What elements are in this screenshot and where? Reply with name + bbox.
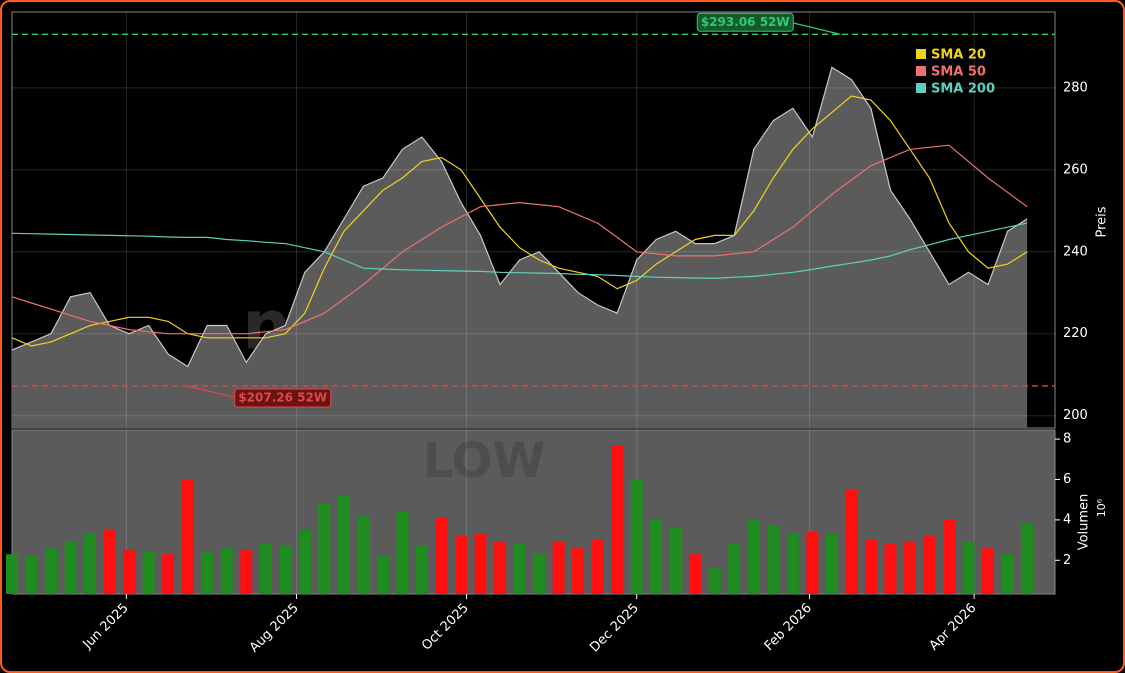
volume-bar <box>376 556 389 594</box>
x-tick-label: Jun 2025 <box>80 601 132 653</box>
volume-bar <box>1001 554 1014 594</box>
volume-bar <box>396 511 409 594</box>
volume-bar <box>494 542 507 594</box>
volume-bar <box>181 479 194 594</box>
volume-bar <box>220 548 233 594</box>
x-tick-label: Apr 2026 <box>927 601 980 654</box>
sma-line <box>11 222 1028 280</box>
volume-bar <box>357 515 370 594</box>
volume-bar <box>884 544 897 594</box>
annotation-arrow <box>790 21 841 35</box>
y-tick-label: 280 <box>1063 80 1088 95</box>
volume-bar <box>64 542 77 594</box>
volume-bar <box>962 542 975 594</box>
volume-bar <box>142 552 155 594</box>
volume-bar <box>669 527 682 594</box>
volume-bar <box>259 544 272 594</box>
legend-label: SMA 200 <box>931 82 995 97</box>
volume-bar <box>1021 523 1034 594</box>
volume-bar <box>103 529 116 594</box>
volume-bar <box>474 534 487 594</box>
y-tick-label: 240 <box>1063 244 1088 259</box>
annotation-box <box>696 12 794 32</box>
legend-swatch <box>916 83 926 93</box>
volume-bar <box>982 548 995 594</box>
volume-bar <box>943 519 956 594</box>
volume-bar <box>415 546 428 594</box>
y-tick-label: 6 <box>1063 472 1071 487</box>
annotation-label: $293.06 52W <box>701 15 790 29</box>
y-tick-label: 8 <box>1063 432 1071 447</box>
volume-bar <box>650 519 663 594</box>
volume-bar <box>825 534 838 594</box>
volume-bar <box>298 529 311 594</box>
volume-bar <box>708 568 721 594</box>
volume-bar <box>84 534 97 594</box>
y-tick-label: 260 <box>1063 162 1088 177</box>
sma-line <box>11 95 1028 347</box>
volume-bar <box>591 540 604 594</box>
volume-bar <box>240 550 253 594</box>
volume-bar <box>513 544 526 594</box>
x-tick-label: Aug 2025 <box>247 601 302 656</box>
y-tick-label: 4 <box>1063 512 1071 527</box>
axis-label: Preis <box>1095 206 1110 237</box>
volume-bar <box>318 503 331 594</box>
offset-label: 10⁶ <box>1095 498 1108 517</box>
volume-bar <box>689 554 702 594</box>
volume-bar <box>162 554 175 594</box>
volume-bar <box>747 519 760 594</box>
sma-line <box>11 144 1028 335</box>
volume-bar <box>454 536 467 594</box>
legend-swatch <box>916 66 926 76</box>
volume-bar <box>6 554 18 594</box>
volume-bar <box>630 479 643 594</box>
volume-bar <box>903 542 916 594</box>
volume-bar <box>435 517 448 594</box>
volume-bar <box>864 540 877 594</box>
axis-label: Volumen <box>1077 494 1092 551</box>
volume-bar <box>923 536 936 594</box>
volume-bar <box>572 548 585 594</box>
volume-bar <box>806 531 819 594</box>
watermark-symbol: LOW <box>423 433 546 489</box>
annotation-arrow <box>187 385 238 399</box>
volume-bar <box>201 552 214 594</box>
volume-bar <box>767 525 780 594</box>
x-tick-label: Feb 2026 <box>762 601 815 654</box>
y-tick-label: 200 <box>1063 408 1088 423</box>
annotation-label: $207.26 52W <box>238 390 327 404</box>
volume-bar <box>45 548 58 594</box>
volume-bar <box>533 554 546 594</box>
y-tick-label: 220 <box>1063 326 1088 341</box>
price-line <box>11 66 1028 368</box>
volume-bar <box>728 544 741 594</box>
volume-bar <box>25 556 38 594</box>
x-tick-label: Oct 2025 <box>419 601 472 654</box>
legend-label: SMA 20 <box>931 48 986 63</box>
volume-bar <box>611 445 624 594</box>
volume-bar <box>552 542 565 594</box>
volume-bar <box>845 489 858 594</box>
volume-bar <box>279 546 292 594</box>
y-tick-label: 2 <box>1063 553 1071 568</box>
legend-swatch <box>916 49 926 59</box>
volume-bar <box>337 495 350 594</box>
annotation-box <box>234 388 332 408</box>
volume-bar <box>786 534 799 594</box>
x-tick-label: Dec 2025 <box>587 601 642 656</box>
legend-label: SMA 50 <box>931 65 986 80</box>
volume-bar <box>123 550 136 594</box>
